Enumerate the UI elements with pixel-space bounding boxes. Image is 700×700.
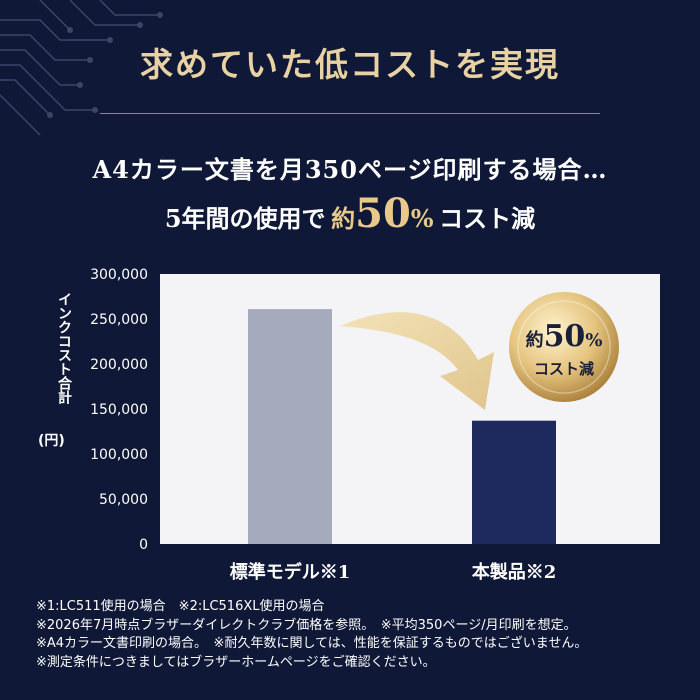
badge-percent-number: 50 <box>544 319 586 354</box>
footnote-line: ※2026年7月時点ブラザーダイレクトクラブ価格を参照。 ※平均350ページ/月… <box>36 617 577 633</box>
page-title: 求めていた低コストを実現 <box>140 45 560 84</box>
y-tick-label: 150,000 <box>90 402 148 418</box>
bar-standard-model <box>248 309 332 544</box>
reduction-arrow <box>340 312 494 410</box>
y-axis-label: インクコスト合計 <box>56 292 72 404</box>
subtitle-approx: 約 <box>331 204 356 233</box>
subtitle-percent-number: 50 <box>355 190 411 237</box>
footnotes: ※1:LC511使用の場合 ※2:LC516XL使用の場合 ※2026年7月時点ブ… <box>36 598 587 672</box>
cost-bar-chart: 0 50,000 100,000 150,000 200,000 250,000 300,0… <box>90 267 660 583</box>
svg-text:約50%: 約50% <box>526 319 603 354</box>
y-tick-label: 200,000 <box>90 357 148 373</box>
subtitle-result-prefix: 5年間の使用で <box>164 204 326 233</box>
y-axis-unit: (円) <box>38 433 65 449</box>
subtitle-result-suffix: コスト減 <box>439 204 536 233</box>
x-category-label: 標準モデル※1 <box>230 561 351 583</box>
subtitle-result-highlight: 約50% <box>331 190 433 237</box>
badge-percent-sign: % <box>585 330 602 351</box>
x-category-label: 本製品※2 <box>472 561 557 583</box>
title-divider <box>100 113 600 114</box>
bar-this-product <box>472 420 556 544</box>
subtitle-condition: A4カラー文書を月350ページ印刷する場合… <box>92 155 608 184</box>
subtitle-percent-sign: % <box>410 204 434 233</box>
reduction-badge: 約50% コスト減 <box>509 292 619 402</box>
y-tick-label: 0 <box>139 537 148 553</box>
y-tick-label: 250,000 <box>90 312 148 328</box>
footnote-line: ※1:LC511使用の場合 ※2:LC516XL使用の場合 <box>36 599 325 614</box>
y-tick-label: 50,000 <box>99 492 148 508</box>
circuit-decoration <box>0 0 163 136</box>
y-tick-label: 100,000 <box>90 447 148 463</box>
footnote-line: ※A4カラー文書印刷の場合。 ※耐久年数に関しては、性能を保証するものではござい… <box>36 636 588 651</box>
subtitle-result: 5年間の使用で 約50% コスト減 <box>0 190 700 237</box>
badge-label: コスト減 <box>534 360 594 378</box>
footnote-line: ※測定条件につきましてはブラザーホームページをご確認ください。 <box>36 654 436 670</box>
y-tick-label: 300,000 <box>90 267 148 283</box>
badge-approx: 約 <box>526 329 544 351</box>
